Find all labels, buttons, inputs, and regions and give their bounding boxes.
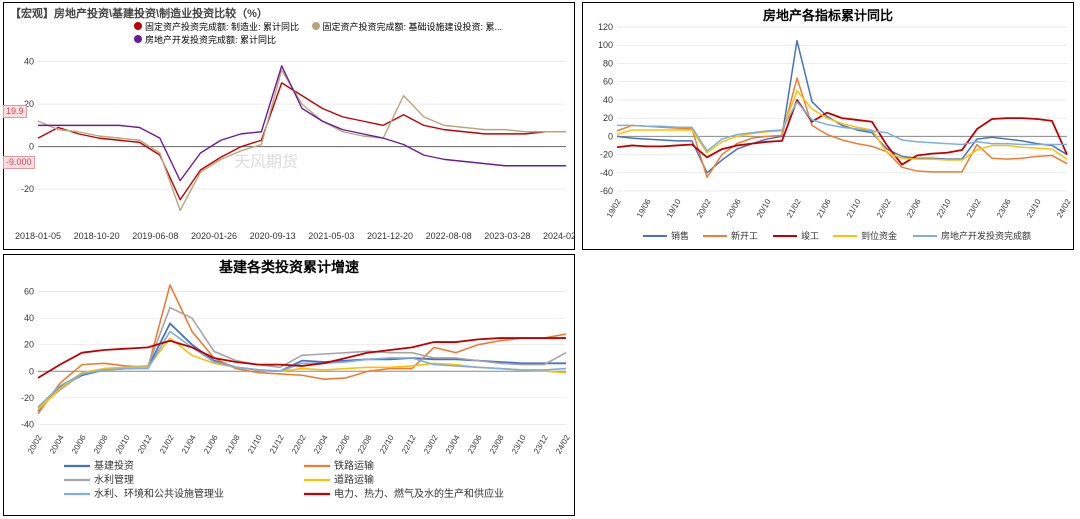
- y-marker-badge: -9.000: [3, 156, 35, 169]
- svg-text:60: 60: [603, 77, 613, 87]
- svg-text:2018-10-20: 2018-10-20: [74, 231, 120, 241]
- svg-text:2020-01-26: 2020-01-26: [191, 231, 237, 241]
- svg-text:23/08: 23/08: [488, 433, 506, 455]
- svg-text:20/08: 20/08: [92, 433, 110, 455]
- svg-text:21/12: 21/12: [268, 433, 286, 455]
- svg-text:22/08: 22/08: [356, 433, 374, 455]
- svg-text:新开工: 新开工: [731, 230, 758, 241]
- svg-text:铁路运输: 铁路运输: [334, 459, 374, 472]
- svg-text:0: 0: [29, 366, 34, 376]
- svg-text:40: 40: [603, 95, 613, 105]
- y-marker-badge: 19.9: [3, 105, 27, 118]
- chart-svg: -60-40-2002040608010012019/0219/0619/102…: [583, 3, 1073, 249]
- svg-text:21/06: 21/06: [202, 433, 220, 455]
- svg-text:22/06: 22/06: [905, 197, 923, 219]
- svg-text:21/06: 21/06: [815, 197, 833, 219]
- chart-investment-comparison: 【宏观】房地产投资\基建投资\制造业投资比较（%） 固定资产投资完成额: 制造业…: [3, 2, 575, 250]
- chart-legend: 固定资产投资完成额: 制造业: 累计同比 固定资产投资完成额: 基础设施建设投资…: [134, 21, 502, 47]
- svg-text:-20: -20: [21, 184, 34, 194]
- svg-text:竣工: 竣工: [801, 230, 819, 241]
- svg-text:19/02: 19/02: [605, 197, 623, 219]
- svg-text:销售: 销售: [671, 230, 689, 241]
- svg-text:-60: -60: [600, 186, 613, 196]
- svg-text:20/02: 20/02: [26, 433, 44, 455]
- svg-text:2021-12-20: 2021-12-20: [367, 231, 413, 241]
- svg-text:100: 100: [598, 40, 613, 50]
- svg-text:道路运输: 道路运输: [334, 473, 374, 486]
- svg-text:21/04: 21/04: [180, 433, 198, 455]
- svg-text:2024-02-29: 2024-02-29: [543, 231, 574, 241]
- svg-text:-40: -40: [21, 419, 34, 429]
- svg-text:60: 60: [24, 287, 34, 297]
- svg-text:2018-01-05: 2018-01-05: [15, 231, 61, 241]
- svg-text:电力、热力、燃气及水的生产和供应业: 电力、热力、燃气及水的生产和供应业: [334, 487, 504, 500]
- svg-text:40: 40: [24, 57, 34, 67]
- svg-text:21/08: 21/08: [224, 433, 242, 455]
- svg-text:22/04: 22/04: [312, 433, 330, 455]
- svg-text:19/10: 19/10: [665, 197, 683, 219]
- svg-text:80: 80: [603, 58, 613, 68]
- svg-text:水利管理: 水利管理: [94, 473, 134, 486]
- svg-text:20: 20: [24, 340, 34, 350]
- svg-text:21/02: 21/02: [158, 433, 176, 455]
- svg-text:20/06: 20/06: [70, 433, 88, 455]
- svg-text:21/02: 21/02: [785, 197, 803, 219]
- svg-text:23/10: 23/10: [510, 433, 528, 455]
- svg-text:23/04: 23/04: [444, 433, 462, 455]
- svg-text:20: 20: [603, 113, 613, 123]
- svg-text:2023-03-28: 2023-03-28: [484, 231, 530, 241]
- legend-marker-icon: [134, 22, 142, 30]
- svg-text:0: 0: [608, 131, 613, 141]
- chart-infrastructure-growth: 基建各类投资累计增速 -40-20020406020/0220/0420/062…: [3, 254, 575, 516]
- svg-text:22/12: 22/12: [400, 433, 418, 455]
- svg-text:24/02: 24/02: [1055, 197, 1073, 219]
- svg-text:到位资金: 到位资金: [861, 230, 897, 241]
- svg-text:基建投资: 基建投资: [94, 459, 134, 472]
- svg-text:22/02: 22/02: [875, 197, 893, 219]
- legend-marker-icon: [312, 22, 320, 30]
- svg-text:23/02: 23/02: [422, 433, 440, 455]
- chart-title: 基建各类投资累计增速: [4, 257, 574, 277]
- svg-text:0: 0: [29, 142, 34, 152]
- svg-text:40: 40: [24, 313, 34, 323]
- svg-text:2020-09-13: 2020-09-13: [250, 231, 296, 241]
- svg-text:20/02: 20/02: [695, 197, 713, 219]
- svg-text:20/10: 20/10: [755, 197, 773, 219]
- svg-text:水利、环境和公共设施管理业: 水利、环境和公共设施管理业: [94, 487, 224, 500]
- svg-text:房地产开发投资完成额: 房地产开发投资完成额: [941, 230, 1031, 241]
- svg-text:20/04: 20/04: [48, 433, 66, 455]
- svg-text:20/10: 20/10: [114, 433, 132, 455]
- svg-text:-20: -20: [600, 150, 613, 160]
- svg-text:2022-08-08: 2022-08-08: [426, 231, 472, 241]
- chart-title: 房地产各指标累计同比: [583, 5, 1073, 24]
- svg-text:-20: -20: [21, 393, 34, 403]
- svg-text:23/06: 23/06: [466, 433, 484, 455]
- svg-text:2019-06-08: 2019-06-08: [132, 231, 178, 241]
- svg-text:-40: -40: [600, 168, 613, 178]
- legend-marker-icon: [134, 35, 142, 43]
- chart-real-estate-indicators: 房地产各指标累计同比 -60-40-2002040608010012019/02…: [582, 2, 1074, 250]
- svg-text:19/06: 19/06: [635, 197, 653, 219]
- svg-text:23/02: 23/02: [965, 197, 983, 219]
- svg-text:23/06: 23/06: [995, 197, 1013, 219]
- svg-text:23/10: 23/10: [1025, 197, 1043, 219]
- svg-text:21/10: 21/10: [845, 197, 863, 219]
- svg-text:24/02: 24/02: [554, 433, 572, 455]
- svg-text:20/12: 20/12: [136, 433, 154, 455]
- svg-text:22/10: 22/10: [378, 433, 396, 455]
- svg-text:23/12: 23/12: [532, 433, 550, 455]
- chart-title: 【宏观】房地产投资\基建投资\制造业投资比较（%）: [10, 5, 268, 21]
- svg-text:22/10: 22/10: [935, 197, 953, 219]
- chart-svg: -40 -20 0 20 40 60 20/0220/0420/0620/0820/1020…: [4, 255, 574, 515]
- svg-text:22/06: 22/06: [334, 433, 352, 455]
- svg-text:22/02: 22/02: [290, 433, 308, 455]
- svg-text:21/10: 21/10: [246, 433, 264, 455]
- svg-text:2021-05-03: 2021-05-03: [308, 231, 354, 241]
- svg-text:20/06: 20/06: [725, 197, 743, 219]
